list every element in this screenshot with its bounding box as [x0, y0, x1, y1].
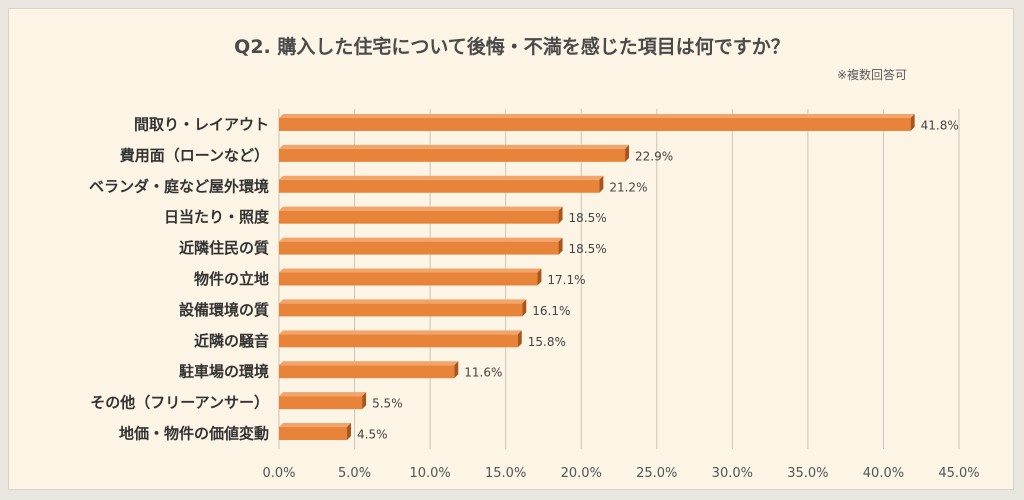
bar-face — [279, 272, 538, 286]
value-label: 5.5% — [372, 397, 403, 411]
bar-side-face — [362, 392, 367, 410]
bar-face — [279, 365, 455, 379]
bar — [279, 330, 522, 348]
bar-side-face — [558, 237, 563, 255]
bar-top-face — [279, 237, 563, 242]
chart-note: ※複数回答可 — [837, 67, 907, 82]
bar-side-face — [910, 113, 915, 131]
category-label: 駐車場の環境 — [179, 363, 269, 381]
bar-top-face — [279, 175, 604, 180]
chart-title: Q2. 購入した住宅について後悔・不満を感じた項目は何ですか？ — [234, 35, 790, 58]
category-label: 地価・物件の価値変動 — [119, 425, 269, 443]
bar — [279, 361, 459, 379]
bar — [279, 175, 604, 193]
value-labels: 41.8% 22.9% 21.2% 18.5% 18.5% 17.1% 16.1% 15.8%… — [357, 118, 959, 441]
category-label: 間取り・レイアウト — [134, 115, 269, 133]
bar-top-face — [279, 144, 630, 149]
bar-face — [279, 427, 347, 441]
value-label: 41.8% — [921, 118, 959, 132]
bar-face — [279, 210, 559, 224]
bar-top-face — [279, 361, 459, 366]
bar — [279, 392, 367, 410]
category-label: 近隣の騒音 — [194, 332, 269, 350]
bar-side-face — [558, 206, 563, 224]
x-tick-label: 20.0% — [561, 466, 602, 481]
x-tick-label: 5.0% — [338, 466, 371, 481]
bar-face — [279, 148, 626, 162]
bar — [279, 144, 630, 162]
value-label: 17.1% — [547, 273, 585, 287]
category-label: 物件の立地 — [194, 270, 269, 288]
category-label: その他（フリーアンサー） — [90, 394, 269, 412]
value-label: 16.1% — [532, 304, 570, 318]
bar-side-face — [599, 175, 604, 193]
bar-side-face — [517, 330, 522, 348]
x-tick-label: 35.0% — [787, 466, 828, 481]
bar-chart: Q2. 購入した住宅について後悔・不満を感じた項目は何ですか？ ※複数回答可 0… — [89, 35, 980, 481]
value-label: 15.8% — [528, 335, 566, 349]
bar-top-face — [279, 206, 563, 211]
value-label: 21.2% — [609, 180, 647, 194]
bar-side-face — [347, 423, 351, 441]
gridlines — [278, 109, 960, 449]
x-tick-label: 0.0% — [262, 466, 295, 481]
bar-face — [279, 303, 523, 317]
bar — [279, 268, 542, 286]
bar — [279, 299, 527, 317]
value-label: 18.5% — [569, 242, 607, 256]
bar-top-face — [279, 299, 527, 304]
category-label: 費用面（ローンなど） — [120, 146, 269, 164]
category-label: 近隣住民の質 — [179, 239, 269, 257]
category-label: 設備環境の質 — [179, 301, 269, 319]
x-tick-label: 30.0% — [712, 466, 753, 481]
bars — [279, 113, 915, 441]
bar-face — [279, 334, 518, 348]
bar-side-face — [522, 299, 527, 317]
bar — [279, 206, 563, 224]
bar-face — [279, 241, 559, 255]
x-tick-label: 10.0% — [409, 466, 450, 481]
bar-face — [279, 396, 363, 410]
bar-face — [279, 179, 600, 193]
bar-top-face — [279, 268, 542, 273]
bar-top-face — [279, 392, 367, 397]
x-tick-label: 45.0% — [938, 466, 979, 481]
value-label: 4.5% — [357, 428, 388, 442]
value-label: 11.6% — [464, 366, 502, 380]
chart-frame: Q2. 購入した住宅について後悔・不満を感じた項目は何ですか？ ※複数回答可 0… — [8, 8, 1014, 490]
category-label: ベランダ・庭など屋外環境 — [89, 177, 269, 195]
value-label: 22.9% — [635, 149, 673, 163]
bar-face — [279, 117, 911, 131]
value-label: 18.5% — [569, 211, 607, 225]
bar-side-face — [625, 144, 630, 162]
x-axis-ticks: 0.0% 5.0% 10.0% 15.0% 20.0% 25.0% 30.0% 35.0% 40… — [262, 466, 979, 481]
bar-side-face — [537, 268, 542, 286]
bar-side-face — [454, 361, 459, 379]
bar — [279, 113, 915, 131]
x-tick-label: 15.0% — [485, 466, 526, 481]
bar-top-face — [279, 330, 522, 335]
x-tick-label: 40.0% — [863, 466, 904, 481]
bar — [279, 237, 563, 255]
bar-top-face — [279, 113, 915, 118]
category-label: 日当たり・照度 — [164, 208, 270, 226]
bar — [279, 423, 351, 441]
x-tick-label: 25.0% — [636, 466, 677, 481]
bar-top-face — [279, 423, 351, 428]
